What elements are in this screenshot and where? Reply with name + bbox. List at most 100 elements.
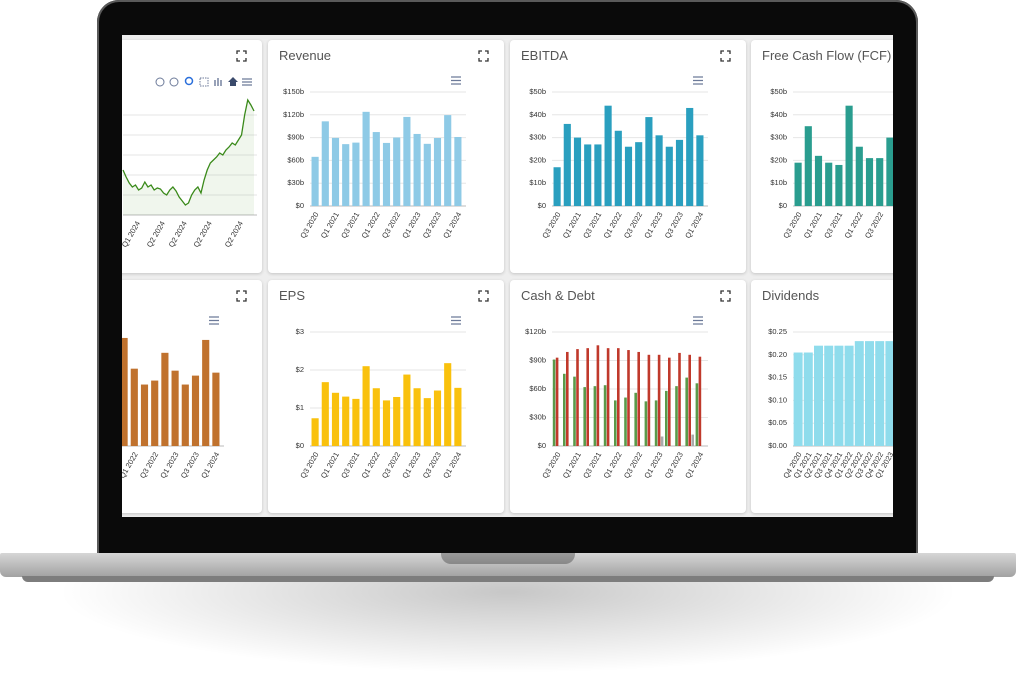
reset-button[interactable]: [228, 77, 238, 86]
bar: [331, 137, 340, 206]
menu-button[interactable]: [209, 316, 219, 325]
x-tick-label: Q3 2022: [380, 450, 402, 479]
bar: [454, 387, 462, 446]
y-tick-label: $20b: [770, 155, 787, 164]
x-tick-label: Q3 2022: [863, 210, 885, 239]
bar: [413, 388, 421, 446]
y-tick-label: $0: [779, 201, 787, 210]
bar: [855, 146, 863, 206]
chart-card: EPS $0 $1 $2 $3 Q3 2020 Q1 2021 Q3 2021 Q1 2022 Q…: [268, 280, 504, 513]
y-tick-label: $0: [296, 441, 304, 450]
x-tick-label: Q3 2023: [663, 210, 685, 239]
zoom-in-button[interactable]: [155, 77, 165, 87]
x-tick-label: Q3 2020: [540, 450, 562, 479]
pan-button[interactable]: [214, 78, 222, 86]
bar: [393, 396, 401, 446]
x-tick-label: Q3 2021: [339, 450, 361, 479]
zoom-button[interactable]: [184, 76, 194, 86]
bar: [688, 354, 691, 446]
y-tick-label: $40b: [770, 110, 787, 119]
y-tick-label: $30b: [770, 133, 787, 142]
fullscreen-button[interactable]: [236, 50, 247, 62]
x-tick-label: Q3 2021: [339, 210, 361, 239]
bar: [876, 158, 884, 206]
x-tick-label: Q3 2021: [581, 210, 603, 239]
bar: [563, 373, 566, 446]
card-title: EPS: [279, 288, 306, 303]
y-tick-label: $120b: [525, 327, 546, 336]
bar: [695, 383, 699, 446]
select-button[interactable]: [199, 77, 209, 87]
bar: [654, 400, 658, 446]
x-tick-label: Q3 2022: [622, 210, 644, 239]
bar: [637, 351, 640, 446]
x-tick-label: Q1 2023: [642, 210, 664, 239]
chart: Q1 2024 Q2 2024 Q2 2024 Q2 2024 Q2 2024: [122, 50, 257, 249]
bar: [875, 341, 885, 446]
bar: [181, 384, 189, 446]
bar: [161, 352, 169, 446]
fullscreen-button[interactable]: [720, 290, 731, 302]
y-tick-label: $40b: [529, 110, 546, 119]
bar: [122, 337, 128, 446]
x-tick-label: Q3 2020: [540, 210, 562, 239]
bar: [413, 133, 421, 206]
menu-button[interactable]: [693, 316, 703, 325]
bar: [433, 390, 442, 446]
fullscreen-button[interactable]: [236, 290, 247, 302]
chart-card: Revenue $0 $30b $60b $90b $120b $150b Q3 2020 Q1…: [268, 40, 504, 273]
bar: [606, 348, 610, 446]
card-title: EBITDA: [521, 48, 568, 63]
menu-button[interactable]: [693, 76, 703, 85]
x-tick-label: Q1 2023: [642, 450, 664, 479]
x-tick-label: Q3 2023: [179, 450, 201, 479]
bar: [151, 380, 159, 446]
dashboard-screen: Q1 2024 Q2 2024 Q2 2024 Q2 2024 Q2 2024 Reven…: [122, 35, 893, 517]
chart-card: Free Cash Flow (FCF) $0 $10b $20b $30b $40b $5…: [751, 40, 893, 273]
bar: [596, 345, 600, 446]
x-tick-label: Q1 2022: [360, 450, 382, 479]
bar: [835, 164, 843, 206]
x-tick-label: Q3 2022: [138, 450, 160, 479]
menu-button[interactable]: [451, 316, 461, 325]
bar: [668, 357, 671, 446]
x-tick-label: Q1 2022: [602, 210, 624, 239]
bar: [644, 401, 648, 446]
fullscreen-button[interactable]: [478, 50, 489, 62]
bar: [362, 111, 370, 206]
x-tick-label: Q3 2020: [781, 210, 803, 239]
x-tick-label: Q3 2022: [380, 210, 402, 239]
chart-card: Q1 2022 Q3 2022 Q1 2023 Q3 2023 Q1 2024: [122, 280, 262, 513]
bar: [794, 162, 802, 206]
bar: [675, 139, 684, 206]
bar: [576, 349, 579, 446]
bar: [555, 357, 559, 446]
bar: [454, 136, 462, 206]
menu-button[interactable]: [242, 78, 252, 86]
fullscreen-button[interactable]: [478, 290, 489, 302]
zoom-out-button[interactable]: [169, 77, 179, 87]
bar: [645, 117, 653, 206]
x-tick-label: Q1 2021: [319, 210, 341, 239]
bar: [624, 146, 633, 206]
bar: [342, 396, 350, 446]
bar: [433, 137, 442, 206]
y-tick-label: $0: [538, 201, 546, 210]
bar: [825, 162, 833, 206]
x-tick-label: Q3 2023: [663, 450, 685, 479]
x-tick-label: Q2 2024: [145, 219, 167, 248]
x-tick-label: Q1 2024: [441, 450, 463, 479]
menu-button[interactable]: [451, 76, 461, 85]
fullscreen-button[interactable]: [720, 50, 731, 62]
bar: [593, 386, 597, 446]
y-tick-label: $90b: [529, 355, 546, 364]
x-tick-label: Q1 2024: [683, 210, 705, 239]
bar: [403, 116, 411, 206]
bar: [563, 123, 571, 206]
bar: [372, 132, 380, 206]
bar: [634, 392, 637, 446]
bar: [678, 352, 681, 446]
bar: [624, 397, 627, 446]
